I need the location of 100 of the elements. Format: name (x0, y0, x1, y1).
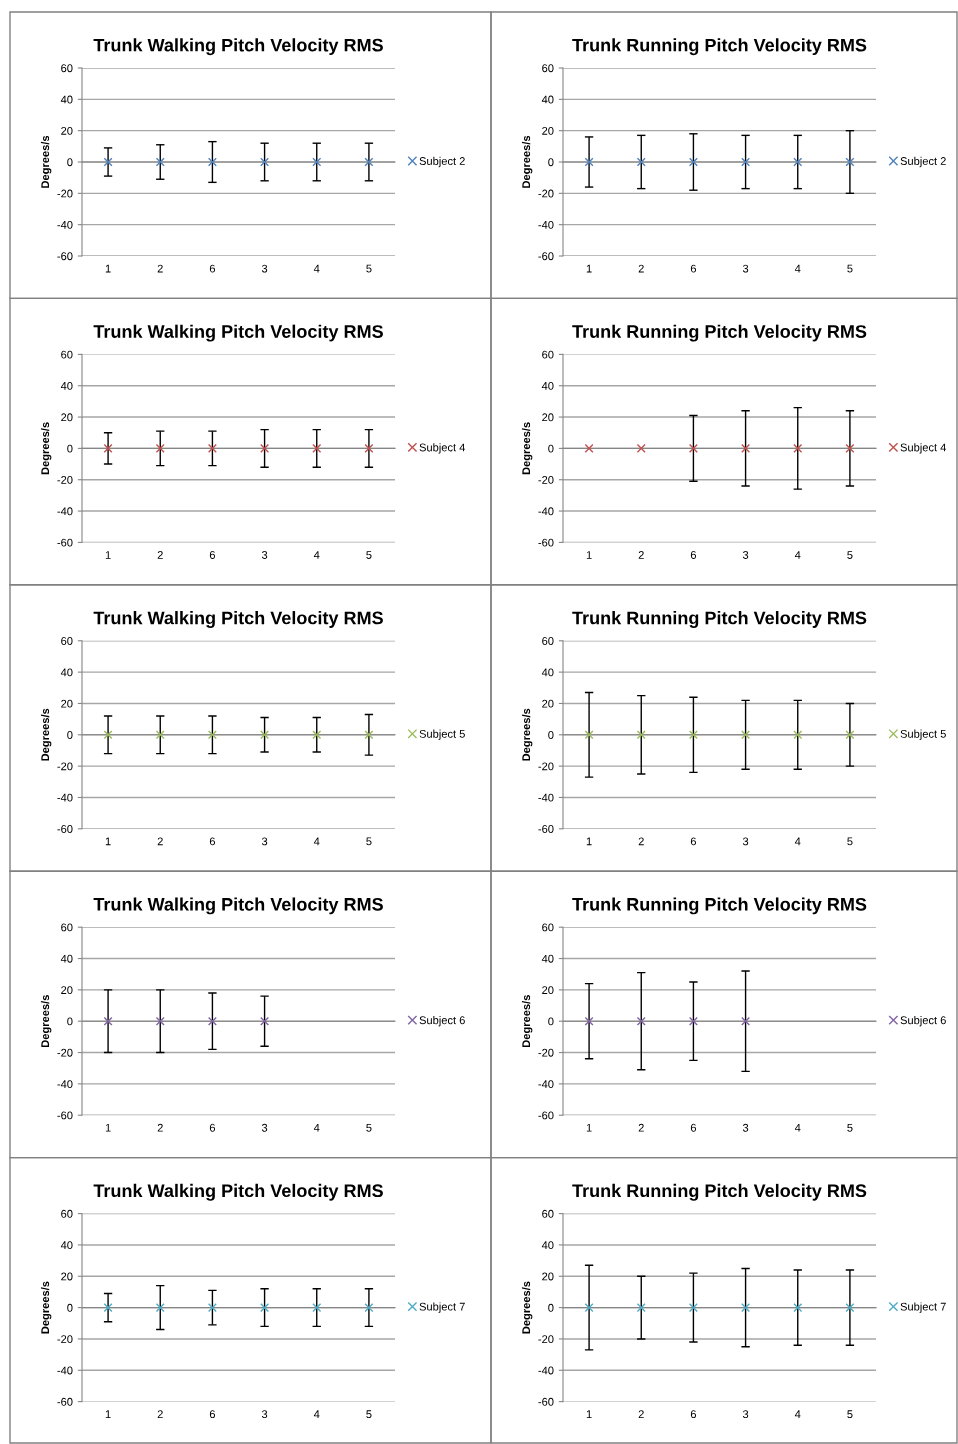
x-tick-label: 5 (847, 264, 853, 273)
y-tick-label: -40 (57, 1366, 73, 1375)
x-tick-label: 6 (209, 1123, 216, 1132)
x-tick-label: 1 (105, 264, 111, 273)
y-tick-label: -60 (538, 825, 554, 833)
x-tick-label: 2 (157, 264, 163, 273)
y-tick-label: 40 (60, 1241, 73, 1250)
y-tick-label: -20 (57, 476, 73, 484)
legend-label: Subject 2 (419, 156, 465, 168)
chart-title: Trunk Walking Pitch Velocity RMS (93, 324, 383, 342)
y-tick-label: -40 (538, 220, 554, 229)
y-axis-title: Degrees/s (40, 708, 52, 761)
x-tick-label: 3 (261, 1410, 268, 1419)
y-tick-label: 60 (542, 637, 554, 645)
x-tick-label: 3 (742, 264, 749, 273)
y-tick-label: -40 (538, 1080, 554, 1088)
x-tick-label: 5 (366, 264, 372, 273)
x-tick-label: 4 (313, 1123, 320, 1132)
x-tick-label: 2 (157, 551, 163, 559)
legend-label: Subject 5 (900, 729, 946, 740)
y-tick-label: 0 (67, 158, 73, 167)
y-axis-title: Degrees/s (521, 708, 533, 761)
y-tick-label: -20 (538, 189, 554, 198)
y-tick-label: 0 (67, 731, 73, 739)
x-tick-label: 5 (847, 551, 853, 559)
x-tick-label: 6 (690, 551, 697, 559)
legend-label: Subject 5 (419, 729, 465, 740)
x-tick-label: 1 (105, 837, 111, 846)
y-tick-label: 20 (61, 126, 73, 135)
y-tick-label: 20 (542, 986, 554, 994)
y-tick-label: 20 (542, 126, 554, 135)
y-tick-label: -40 (57, 507, 73, 516)
y-tick-label: -60 (57, 538, 73, 547)
x-tick-label: 6 (690, 264, 697, 273)
x-tick-label: 6 (209, 264, 216, 273)
y-tick-label: -20 (57, 189, 73, 198)
x-tick-label: 5 (366, 551, 372, 559)
y-tick-label: -20 (57, 1335, 73, 1344)
y-tick-label: 0 (548, 731, 554, 739)
y-tick-label: 40 (60, 668, 73, 677)
x-tick-label: 3 (261, 264, 268, 273)
x-tick-label: 3 (742, 551, 749, 559)
chart-title: Trunk Walking Pitch Velocity RMS (93, 897, 383, 915)
y-tick-label: -60 (538, 538, 554, 547)
y-tick-label: 60 (542, 1209, 554, 1218)
y-tick-label: -20 (538, 1335, 554, 1344)
y-tick-label: -60 (57, 1397, 73, 1406)
x-tick-label: 3 (742, 1123, 749, 1132)
y-tick-label: 60 (542, 923, 554, 932)
y-tick-label: -40 (538, 1366, 554, 1375)
y-tick-label: 40 (541, 954, 554, 963)
chart-title: Trunk Walking Pitch Velocity RMS (93, 611, 383, 628)
x-tick-label: 5 (847, 1410, 853, 1419)
legend-label: Subject 7 (900, 1302, 946, 1313)
y-tick-label: 40 (60, 382, 73, 390)
x-tick-label: 2 (638, 551, 644, 559)
x-tick-label: 2 (638, 264, 644, 273)
y-tick-label: 0 (67, 1017, 73, 1026)
y-tick-label: 40 (541, 1241, 554, 1250)
x-tick-label: 4 (794, 1410, 801, 1418)
x-tick-label: 2 (157, 837, 163, 846)
x-tick-label: 6 (690, 1123, 697, 1132)
y-tick-label: -40 (57, 793, 73, 802)
chart-title: Trunk Running Pitch Velocity RMS (572, 1183, 867, 1201)
x-tick-label: 3 (261, 1123, 268, 1132)
y-tick-label: -60 (538, 252, 554, 261)
y-tick-label: 20 (542, 699, 554, 708)
y-tick-label: -20 (57, 762, 73, 771)
y-tick-label: -20 (538, 1048, 554, 1057)
chart-title: Trunk Running Pitch Velocity RMS (572, 897, 867, 915)
y-axis-title: Degrees/s (521, 1281, 533, 1334)
x-tick-label: 1 (105, 1410, 111, 1418)
x-tick-label: 1 (105, 551, 111, 559)
y-axis-title: Degrees/s (521, 422, 533, 475)
y-tick-label: -20 (538, 476, 554, 484)
y-tick-label: 60 (61, 637, 73, 645)
x-tick-label: 4 (794, 1123, 801, 1132)
y-tick-label: -20 (57, 1048, 73, 1057)
x-tick-label: 4 (313, 551, 320, 559)
y-tick-label: 60 (61, 350, 73, 359)
x-tick-label: 4 (794, 551, 801, 559)
y-tick-label: -60 (57, 252, 73, 261)
legend-label: Subject 7 (419, 1302, 465, 1313)
y-tick-label: 20 (542, 1272, 554, 1281)
y-tick-label: -60 (57, 825, 73, 833)
x-tick-label: 5 (847, 1123, 853, 1132)
y-tick-label: 60 (61, 923, 73, 932)
x-tick-label: 3 (261, 551, 268, 559)
y-tick-label: 0 (548, 1017, 554, 1026)
y-tick-label: 0 (548, 158, 554, 167)
y-tick-label: 20 (61, 986, 73, 994)
legend-label: Subject 2 (900, 156, 946, 168)
y-tick-label: 60 (61, 64, 73, 73)
x-tick-label: 5 (366, 837, 372, 846)
legend-label: Subject 4 (900, 443, 947, 454)
y-axis-title: Degrees/s (40, 995, 52, 1048)
x-tick-label: 1 (586, 264, 592, 273)
chart-title: Trunk Running Pitch Velocity RMS (572, 324, 867, 342)
y-axis-title: Degrees/s (40, 135, 52, 188)
chart-title: Trunk Walking Pitch Velocity RMS (93, 38, 383, 56)
